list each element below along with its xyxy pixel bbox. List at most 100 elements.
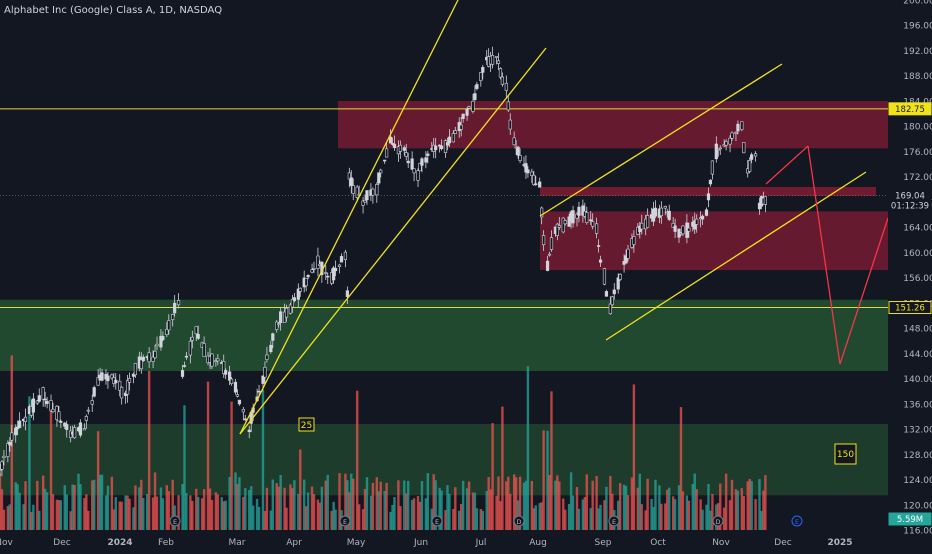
candle-body <box>10 432 14 441</box>
time-tick-label: Nov <box>712 538 730 548</box>
volume-bar <box>558 481 561 530</box>
volume-bar <box>165 485 169 530</box>
volume-bar <box>43 488 47 530</box>
volume-bar <box>479 509 483 530</box>
price-tick-label: 120.00 <box>903 501 932 511</box>
candle-body <box>504 82 508 91</box>
candle-body <box>35 400 39 404</box>
candle-body <box>575 213 579 219</box>
volume-bar <box>49 402 53 530</box>
price-tick-label: 180.00 <box>903 123 932 133</box>
candle-body <box>337 264 342 268</box>
event-icon <box>169 515 181 527</box>
candle-body <box>426 153 430 156</box>
volume-bar <box>238 477 241 530</box>
candle-body <box>481 67 485 73</box>
time-tick-label: Sep <box>595 538 612 548</box>
volume-bar <box>124 495 127 530</box>
volume-bar <box>128 498 131 530</box>
candle-body <box>604 291 609 297</box>
volume-bar <box>458 510 461 530</box>
volume-bar <box>719 483 722 530</box>
volume-bar <box>591 480 594 530</box>
volume-bar <box>265 487 269 530</box>
volume-label-text: 5.59M <box>897 515 923 525</box>
candle-body <box>516 146 520 156</box>
candle-body <box>332 267 336 281</box>
volume-bar <box>36 480 39 530</box>
price-tick-label: 164.00 <box>903 224 932 234</box>
candle-body <box>624 255 628 264</box>
candle-body <box>479 72 483 81</box>
candle-body <box>388 136 393 144</box>
volume-bar <box>206 381 210 530</box>
volume-bar <box>244 488 247 530</box>
volume-bar <box>512 474 516 530</box>
candle-body <box>365 190 369 201</box>
volume-bar <box>210 499 214 530</box>
candle-body <box>420 158 424 166</box>
volume-bar <box>291 488 294 530</box>
volume-bar <box>524 480 528 530</box>
candle-body <box>467 106 471 109</box>
candle-body <box>355 186 359 198</box>
volume-bar <box>495 495 498 530</box>
volume-bar <box>110 476 114 530</box>
candle-body <box>708 179 713 185</box>
volume-bar <box>96 431 100 530</box>
candle-body <box>326 275 330 278</box>
volume-bar <box>251 505 255 530</box>
candle-body <box>418 163 422 172</box>
volume-bar <box>459 503 463 530</box>
candle-body <box>640 222 644 230</box>
volume-bar <box>71 484 74 530</box>
candle-body <box>404 152 408 157</box>
volume-bar <box>312 494 316 530</box>
volume-bar <box>632 384 636 530</box>
candle-body <box>589 219 593 222</box>
volume-bar <box>59 500 63 530</box>
candle-body <box>693 220 697 230</box>
candle-body <box>0 469 2 471</box>
candle-body <box>577 206 581 216</box>
volume-bar <box>24 481 27 530</box>
candle-body <box>561 217 565 233</box>
marker-label-25: 25 <box>301 421 312 431</box>
volume-bar <box>746 481 749 530</box>
candle-body <box>571 210 575 224</box>
volume-bar <box>147 370 151 530</box>
volume-bar <box>595 476 598 530</box>
candle-body <box>57 411 61 422</box>
volume-bar <box>28 396 31 530</box>
volume-bar <box>538 503 541 530</box>
volume-bar <box>234 472 237 530</box>
volume-bar <box>132 507 135 530</box>
volume-bar <box>467 481 471 530</box>
candle-body <box>120 386 124 399</box>
volume-bar <box>742 496 745 530</box>
candle-body <box>339 256 344 263</box>
candle-body <box>43 398 47 401</box>
candle-body <box>595 223 599 234</box>
volume-bar <box>705 504 708 530</box>
candle-body <box>616 277 620 290</box>
candle-body <box>2 455 6 458</box>
volume-bar <box>677 485 681 530</box>
candle-body <box>49 400 53 412</box>
volume-bar <box>365 477 369 530</box>
volume-bar <box>98 474 102 530</box>
volume-bar <box>18 492 21 530</box>
volume-bar <box>85 494 88 530</box>
volume-bar <box>448 493 451 530</box>
volume-bar <box>507 476 510 530</box>
candle-body <box>84 416 88 421</box>
candle-body <box>31 398 35 413</box>
volume-bar <box>320 486 324 530</box>
event-icon-label: D <box>715 518 720 526</box>
volume-bar <box>16 484 19 530</box>
volume-bar <box>183 405 186 530</box>
volume-bar <box>630 477 634 530</box>
time-tick-label: Aug <box>529 538 547 548</box>
candle-body <box>184 355 189 358</box>
